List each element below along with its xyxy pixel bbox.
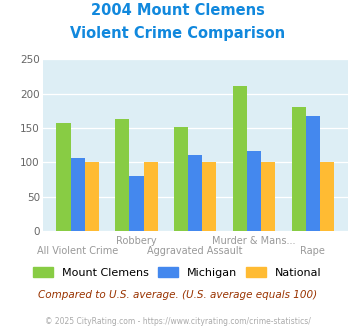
Text: © 2025 CityRating.com - https://www.cityrating.com/crime-statistics/: © 2025 CityRating.com - https://www.city… (45, 317, 310, 326)
Bar (202, 162, 217, 231)
Bar (129, 176, 143, 231)
Legend: Mount Clemens, Michigan, National: Mount Clemens, Michigan, National (29, 263, 326, 282)
Text: Compared to U.S. average. (U.S. average equals 100): Compared to U.S. average. (U.S. average … (38, 290, 317, 300)
Bar (143, 162, 158, 231)
Text: Robbery: Robbery (116, 236, 157, 246)
Bar (233, 86, 247, 231)
Bar (85, 162, 99, 231)
Text: All Violent Crime: All Violent Crime (37, 246, 118, 256)
Text: Rape: Rape (300, 246, 325, 256)
Bar (188, 155, 202, 231)
Bar (115, 119, 129, 231)
Bar (320, 162, 334, 231)
Bar (292, 108, 306, 231)
Bar (306, 116, 320, 231)
Bar (247, 151, 261, 231)
Text: Violent Crime Comparison: Violent Crime Comparison (70, 26, 285, 41)
Text: Aggravated Assault: Aggravated Assault (147, 246, 243, 256)
Bar (261, 162, 275, 231)
Text: Murder & Mans...: Murder & Mans... (212, 236, 296, 246)
Bar (56, 122, 71, 231)
Bar (174, 127, 188, 231)
Text: 2004 Mount Clemens: 2004 Mount Clemens (91, 3, 264, 18)
Bar (71, 158, 85, 231)
